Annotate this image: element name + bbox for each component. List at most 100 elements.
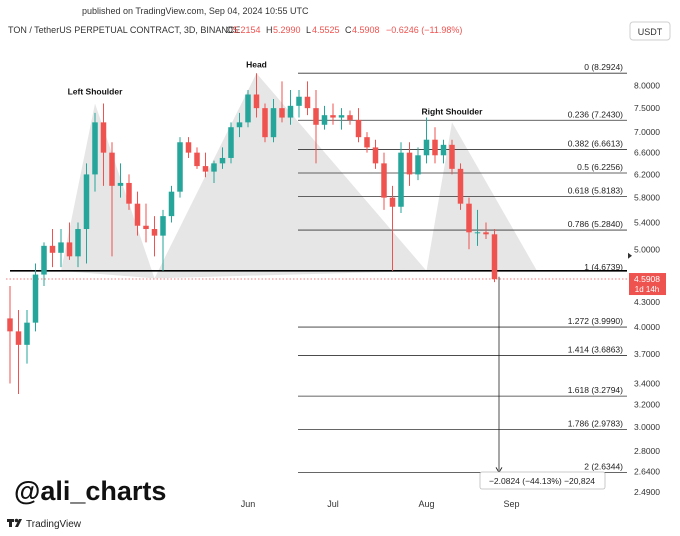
candle [92,112,98,192]
candle-body [432,139,438,156]
candle [321,105,328,130]
candle-body [423,139,430,156]
candle-body [330,115,336,118]
candle [168,185,175,223]
fib-label: 0.618 (5.8183) [568,186,623,196]
time-axis[interactable]: Jun Jul Aug Sep [241,499,520,509]
candle-body [134,203,141,226]
fib-label: 0.786 (5.2840) [568,219,623,229]
axis-marker-icon [628,252,632,259]
candle-body [100,122,107,153]
price-tick-label: 4.0000 [634,322,660,332]
candle-body [245,94,251,123]
candle [483,222,489,240]
ohlc-close: 4.5908 [352,25,380,35]
candle [109,142,115,257]
price-tick-label: 3.2000 [634,400,660,410]
candle-body [75,229,81,257]
candle [432,127,438,164]
last-price-badge-bg [629,273,666,296]
symbol-title: TON / TetherUS PERPETUAL CONTRACT, 3D, B… [8,25,240,35]
ohlc-readout: O 5.2154 H 5.2990 L 4.5525 C 4.5908 −0.6… [226,25,462,35]
candle [15,309,22,394]
fib-label: 0.236 (7.2430) [568,109,623,119]
fib-label: 1 (4.6739) [584,262,623,272]
candle [270,98,277,143]
candle-body [185,142,192,153]
candle-body [296,96,302,106]
ohlc-high-label: H [266,25,273,35]
candle [126,174,132,210]
candle [219,147,226,169]
candle [24,309,30,364]
candle [262,103,268,143]
candle-body [194,152,200,167]
candle [347,110,353,125]
candle-body [143,225,149,230]
price-tick-label: 8.0000 [634,81,660,91]
candle-body [262,108,268,138]
candle-body [279,108,285,118]
candle-body [32,274,39,323]
candle [364,132,370,153]
candle [66,222,73,260]
candle [355,108,362,143]
candle [211,160,217,183]
candle-body [304,96,311,109]
candle-body [66,242,73,257]
candle-body [270,108,277,138]
candle-body [168,191,175,217]
left-shoulder-label: Left Shoulder [68,87,123,97]
price-tick-label: 3.0000 [634,422,660,432]
candle-body [364,137,370,148]
price-tick-label: 7.0000 [634,127,660,137]
measure-tool: −2.0824 (−44.13%) −20,824 [479,276,606,490]
price-tick-label: 3.7000 [634,349,660,359]
candle-body [491,234,498,280]
currency-button[interactable]: USDT [629,21,671,41]
candle-body [457,168,464,204]
price-tick-label: 4.3000 [634,297,660,307]
candle-body [381,163,387,198]
price-tick-label: 2.6400 [634,467,660,477]
price-tick-label: 7.5000 [634,103,660,113]
candle [236,112,243,138]
price-axis[interactable]: 8.0000 7.5000 7.0000 6.6000 6.2000 5.8000 5.40… [628,81,666,497]
measure-label: −2.0824 (−44.13%) −20,824 [489,476,595,486]
candle [7,285,13,384]
candle-body [109,152,115,186]
candle [398,142,404,213]
candle [151,216,158,257]
candle-body [228,127,234,158]
candle-body [236,122,243,128]
candle-body [415,155,421,175]
candle-body [474,232,481,234]
candle-body [406,152,413,175]
fib-label: 2 (2.6344) [584,461,623,471]
time-tick-label: Aug [418,499,434,509]
fib-label: 0.382 (6.6613) [568,138,623,148]
candle [117,163,124,198]
tradingview-brand[interactable]: TradingView [7,518,82,530]
candle-body [58,242,64,253]
candle-body [219,157,226,164]
candle-body [440,144,447,156]
candle-body [372,147,379,164]
candle [313,90,319,164]
candle [58,229,64,268]
ohlc-open: 5.2154 [233,25,261,35]
ohlc-close-label: C [345,25,352,35]
candle-body [7,318,13,332]
candle-body [177,142,183,192]
candle [474,209,481,246]
fib-label: 0.5 (6.2256) [577,162,623,172]
left-shoulder-shape [61,103,155,279]
candle-body [338,115,345,118]
candle [449,139,455,175]
ohlc-open-label: O [226,25,233,35]
candle-body [347,115,353,120]
measure-readout: −2.0824 (−44.13%) −20,824 [479,471,606,490]
candle-body [211,163,217,172]
fib-label: 1.414 (3.6863) [568,344,623,354]
